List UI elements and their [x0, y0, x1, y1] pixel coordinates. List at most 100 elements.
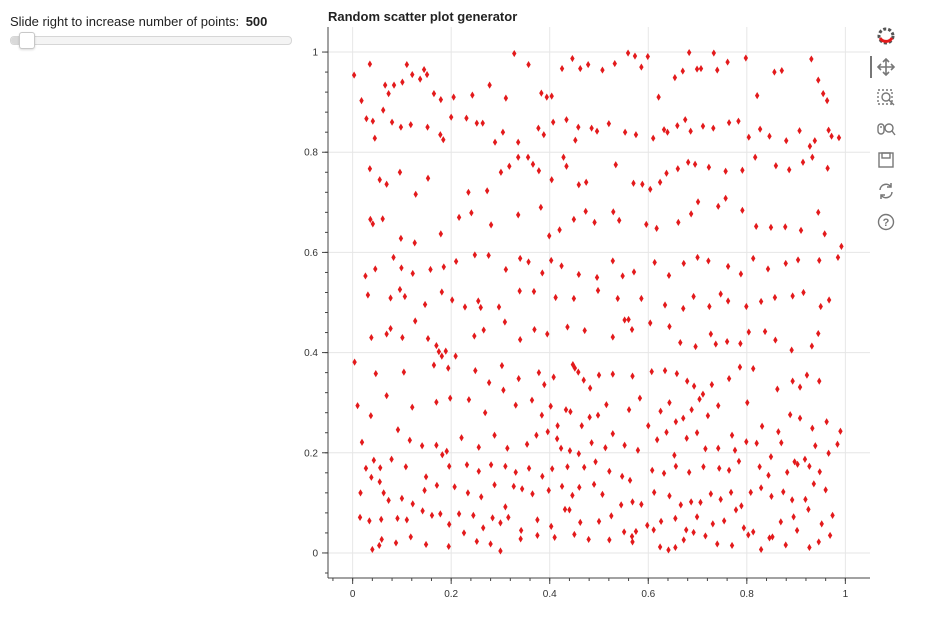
scatter-point — [553, 293, 558, 302]
scatter-point — [391, 253, 396, 262]
scatter-point — [567, 506, 572, 514]
scatter-point — [610, 370, 615, 378]
scatter-point — [549, 522, 554, 531]
scatter-point — [478, 303, 483, 312]
scatter-point — [410, 70, 415, 79]
scatter-point — [726, 119, 732, 127]
scatter-point — [423, 473, 429, 481]
scatter-point — [673, 462, 679, 470]
scatter-point — [476, 297, 481, 305]
scatter-point — [359, 97, 364, 105]
scatter-point — [515, 138, 521, 146]
scatter-point — [691, 382, 697, 390]
scatter-point — [472, 332, 477, 340]
scatter-point — [718, 290, 723, 298]
scatter-point — [363, 272, 368, 280]
wheel-zoom-icon[interactable] — [876, 119, 896, 139]
scatter-point — [573, 136, 578, 144]
scatter-point — [675, 165, 681, 173]
scatter-point — [519, 485, 525, 493]
scatter-point — [410, 403, 415, 411]
scatter-point — [629, 325, 635, 334]
slider-track[interactable] — [10, 32, 292, 49]
scatter-point — [536, 369, 542, 377]
scatter-point — [582, 326, 587, 335]
scatter-point — [410, 269, 415, 278]
scatter-point — [688, 127, 693, 135]
scatter-point — [436, 347, 442, 356]
scatter-point — [656, 93, 661, 101]
scatter-point — [736, 457, 742, 465]
scatter-point — [795, 460, 800, 468]
scatter-point — [367, 517, 372, 525]
pan-icon[interactable] — [876, 57, 896, 77]
scatter-point — [474, 537, 480, 546]
scatter-point — [386, 90, 391, 98]
scatter-point — [544, 93, 549, 101]
scatter-point — [691, 528, 696, 537]
scatter-point — [681, 414, 686, 422]
scatter-point — [718, 495, 723, 503]
scatter-point — [717, 464, 722, 472]
scatter-point — [583, 178, 589, 186]
scatter-point — [526, 60, 531, 69]
box-zoom-icon[interactable] — [876, 88, 896, 108]
scatter-point — [776, 428, 781, 436]
scatter-point — [429, 511, 435, 519]
scatter-point — [351, 71, 357, 79]
reset-icon[interactable] — [876, 181, 896, 201]
scatter-point — [809, 342, 815, 350]
scatter-point — [540, 269, 545, 277]
scatter-point — [757, 125, 763, 133]
scatter-point — [753, 222, 759, 230]
scatter-point — [820, 90, 826, 98]
scatter-point — [453, 257, 459, 266]
scatter-point — [787, 411, 793, 419]
scatter-point — [486, 251, 491, 260]
scatter-point — [372, 134, 378, 142]
scatter-point — [813, 442, 818, 450]
help-icon[interactable]: ? — [876, 212, 896, 232]
scatter-point — [825, 164, 830, 172]
scatter-point — [538, 203, 544, 211]
scatter-point — [797, 383, 803, 391]
scatter-point — [745, 399, 750, 407]
scatter-point — [766, 471, 771, 479]
scatter-point — [759, 422, 765, 430]
scatter-point — [603, 444, 608, 452]
scatter-point — [395, 514, 400, 522]
scatter-point — [441, 136, 446, 144]
scatter-point — [716, 444, 721, 452]
save-icon[interactable] — [876, 150, 896, 170]
scatter-point — [789, 346, 794, 354]
scatter-point — [728, 488, 734, 496]
scatter-point — [673, 418, 679, 426]
bokeh-logo-icon[interactable] — [876, 26, 896, 46]
scatter-point — [428, 265, 433, 274]
scatter-point — [381, 489, 386, 497]
scatter-plot[interactable]: Random scatter plot generator 0 0.2 0.4 0.6… — [300, 0, 880, 620]
scatter-point — [740, 166, 745, 174]
grid-lines — [328, 27, 870, 578]
scatter-point — [441, 263, 446, 271]
scatter-point — [723, 167, 728, 175]
plot-area[interactable]: Random scatter plot generator 0 0.2 0.4 0.6… — [300, 0, 940, 620]
slider-handle[interactable] — [18, 32, 35, 49]
scatter-point — [368, 215, 373, 223]
scatter-point — [826, 449, 831, 457]
scatter-point — [726, 375, 732, 383]
scatter-point — [596, 517, 602, 525]
scatter-point — [447, 394, 453, 402]
scatter-point — [739, 502, 744, 510]
scatter-point — [816, 538, 821, 546]
scatter-point — [803, 495, 808, 503]
scatter-point — [404, 516, 410, 524]
scatter-point — [686, 48, 692, 57]
scatter-point — [673, 543, 678, 552]
scatter-point — [398, 234, 404, 242]
scatter-point — [358, 489, 363, 497]
scatter-point — [371, 456, 377, 464]
scatter-point — [530, 160, 536, 168]
scatter-point — [551, 373, 556, 381]
scatter-point — [535, 531, 540, 540]
